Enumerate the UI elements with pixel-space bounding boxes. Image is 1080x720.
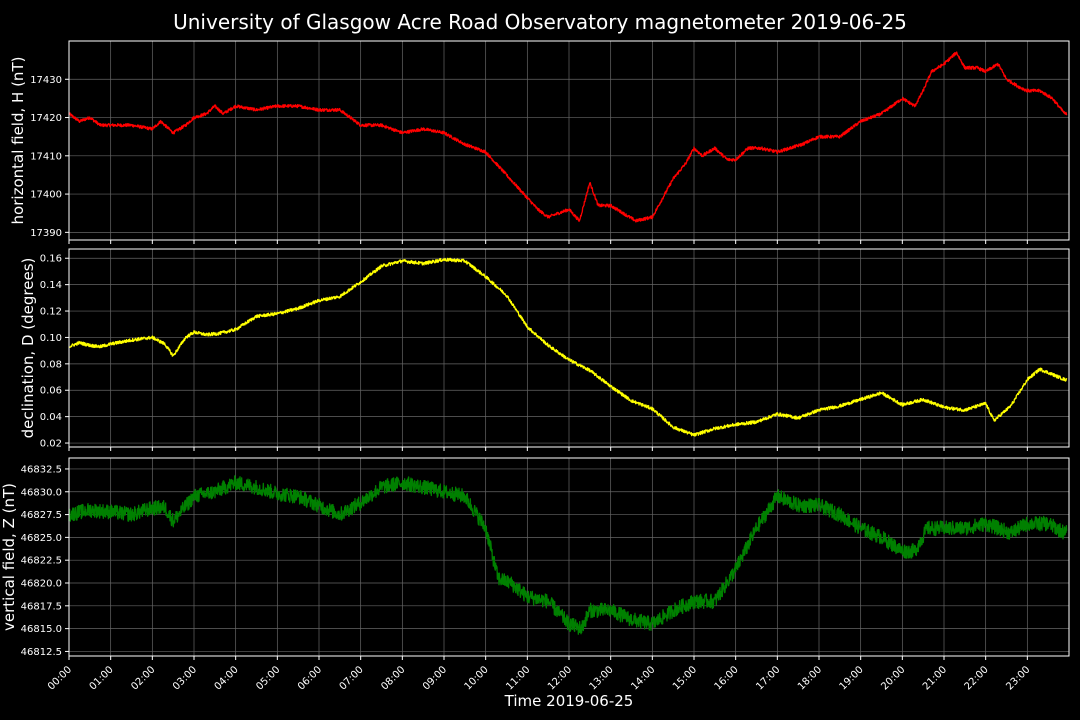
y-tick-label: 17420	[30, 113, 62, 124]
x-tick-label: 19:00	[838, 664, 866, 692]
y-tick-label: 0.12	[40, 307, 62, 318]
y-tick-label: 0.14	[40, 280, 62, 291]
x-tick-label: 21:00	[921, 664, 949, 692]
y-tick-label: 46822.5	[21, 556, 62, 567]
y-tick-label: 0.04	[40, 412, 62, 423]
x-tick-label: 03:00	[171, 664, 199, 692]
y-tick-label: 46815.0	[21, 624, 62, 635]
x-tick-label: 12:00	[546, 664, 574, 692]
y-axis-label: horizontal field, H (nT)	[9, 57, 27, 225]
y-tick-label: 0.06	[40, 386, 62, 397]
x-axis: 00:00 01:00 02:00 03:00 04:00 05:00 06:00 07:00…	[46, 664, 1032, 692]
y-tick-label: 46817.5	[21, 601, 62, 612]
series-line	[68, 475, 1068, 635]
y-tick-label: 17410	[30, 151, 62, 162]
x-tick-label: 17:00	[754, 664, 782, 692]
y-tick-label: 46820.0	[21, 579, 62, 590]
x-tick-label: 00:00	[46, 664, 74, 692]
x-tick-label: 13:00	[588, 664, 616, 692]
y-tick-label: 46827.5	[21, 510, 62, 521]
panel-2: 0.02 0.04 0.06 0.08 0.10 0.12 0.14 0.16declinat…	[19, 248, 1070, 451]
y-tick-label: 17390	[30, 228, 62, 239]
x-tick-label: 15:00	[671, 664, 699, 692]
panel-frame	[68, 40, 1070, 241]
y-tick-label: 0.16	[40, 254, 62, 265]
x-tick-label: 08:00	[379, 664, 407, 692]
y-tick-label: 17430	[30, 75, 62, 86]
x-tick-label: 11:00	[504, 664, 532, 692]
series-line	[68, 257, 1068, 437]
x-tick-label: 04:00	[213, 664, 241, 692]
y-tick-label: 46812.5	[21, 647, 62, 658]
panel-3: 46812.5 46815.0 46817.5 46820.0 46822.5 46825…	[0, 457, 1070, 660]
panel-frame	[68, 457, 1070, 657]
y-tick-label: 0.10	[40, 333, 62, 344]
series-line	[68, 51, 1068, 223]
y-tick-label: 0.08	[40, 359, 62, 370]
x-tick-label: 20:00	[879, 664, 907, 692]
x-tick-label: 23:00	[1004, 664, 1032, 692]
x-tick-label: 01:00	[88, 664, 116, 692]
y-tick-label: 46832.5	[21, 464, 62, 475]
x-tick-label: 16:00	[713, 664, 741, 692]
x-tick-label: 18:00	[796, 664, 824, 692]
x-tick-label: 07:00	[338, 664, 366, 692]
x-tick-label: 09:00	[421, 664, 449, 692]
y-axis-label: declination, D (degrees)	[19, 258, 37, 439]
chart-title: University of Glasgow Acre Road Observat…	[173, 10, 907, 34]
x-axis-label: Time 2019-06-25	[504, 692, 634, 710]
y-tick-label: 46830.0	[21, 487, 62, 498]
y-tick-label: 0.02	[40, 439, 62, 450]
panel-frame	[68, 248, 1070, 448]
y-tick-label: 17400	[30, 190, 62, 201]
x-tick-label: 02:00	[129, 664, 157, 692]
y-tick-label: 46825.0	[21, 533, 62, 544]
x-tick-label: 14:00	[629, 664, 657, 692]
x-tick-label: 06:00	[296, 664, 324, 692]
y-axis-label: vertical field, Z (nT)	[0, 483, 18, 631]
x-tick-label: 10:00	[463, 664, 491, 692]
x-tick-label: 22:00	[963, 664, 991, 692]
x-tick-label: 05:00	[254, 664, 282, 692]
